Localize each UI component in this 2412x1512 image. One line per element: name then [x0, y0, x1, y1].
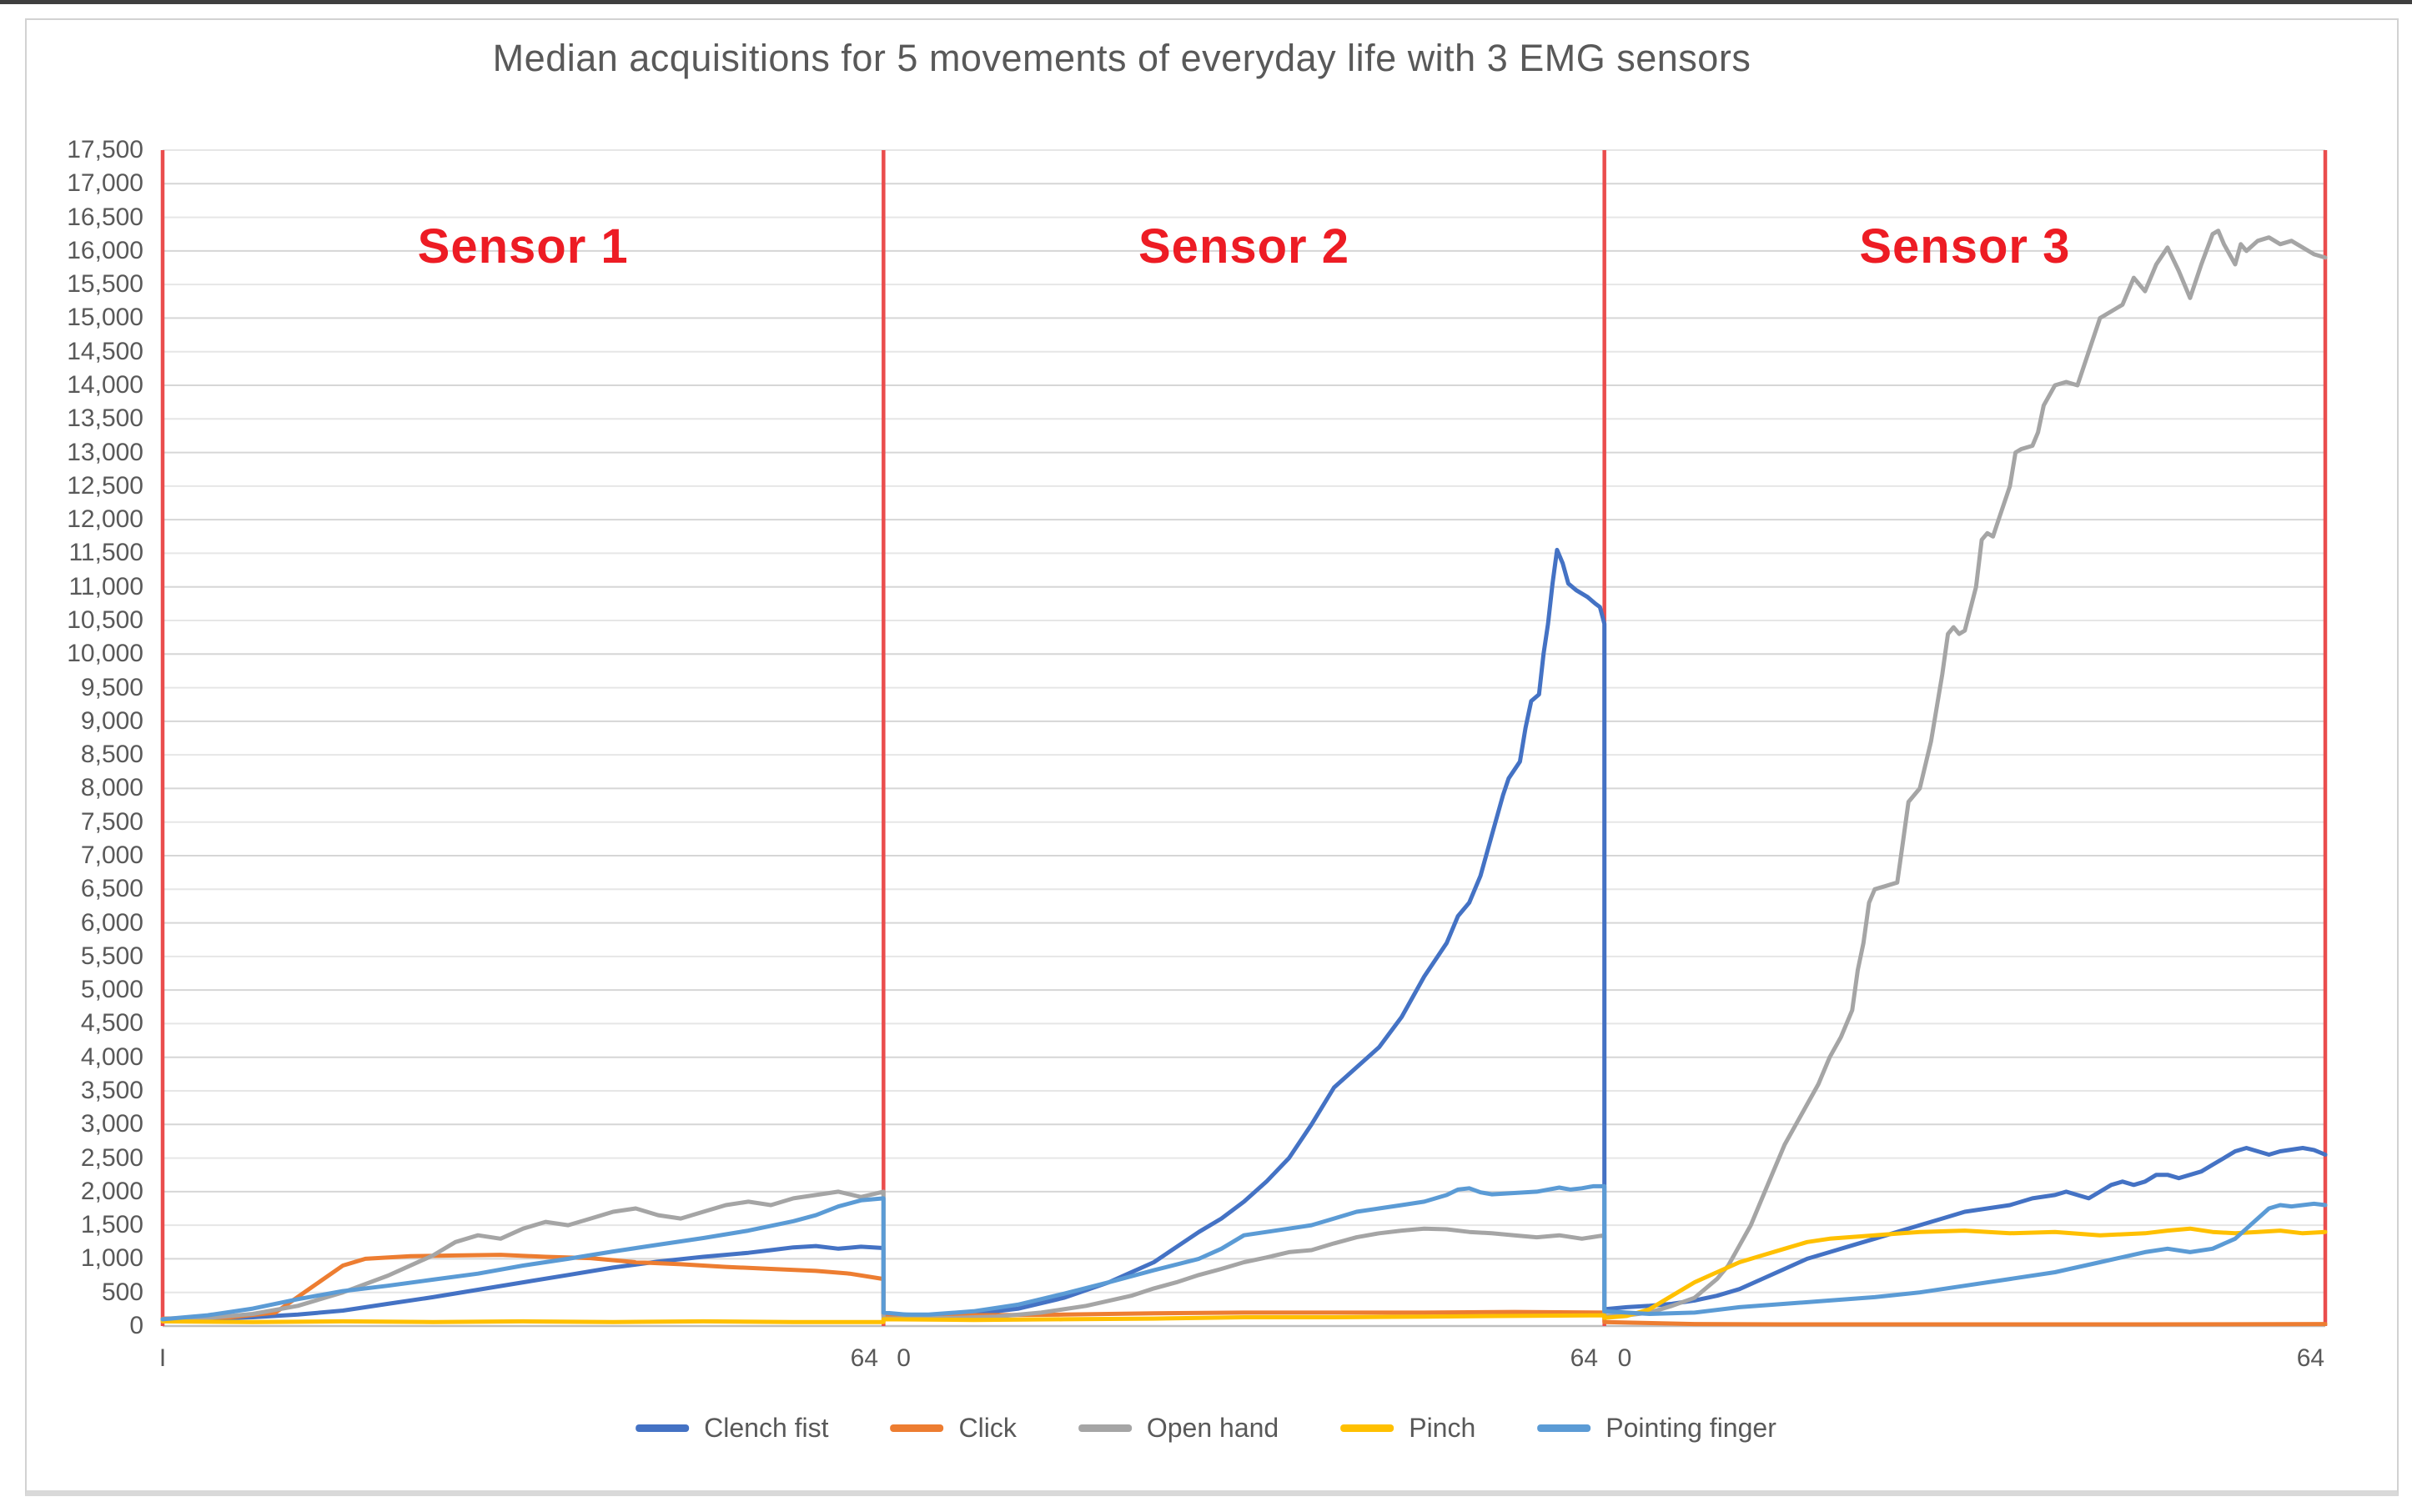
y-axis-tick-label: 17,000 [67, 169, 143, 198]
y-axis-tick-label: 8,000 [80, 774, 143, 802]
legend-item-click: Click [890, 1413, 1017, 1444]
x-axis-tick-label: 64 [2296, 1344, 2325, 1372]
y-axis-tick-label: 9,000 [80, 706, 143, 735]
legend-label: Pinch [1409, 1413, 1476, 1443]
y-axis-tick-label: 4,000 [80, 1042, 143, 1071]
y-axis-tick-label: 16,000 [67, 236, 143, 264]
y-axis-tick-label: 17,500 [67, 136, 143, 163]
y-axis-tick-label: 16,500 [67, 203, 143, 231]
legend-swatch-pointing-finger [1537, 1424, 1591, 1432]
y-axis-tick-label: 6,500 [80, 875, 143, 903]
y-axis-tick-label: 11,000 [68, 572, 143, 600]
y-axis-tick-label: 1,500 [80, 1211, 143, 1239]
y-axis-tick-label: 13,000 [67, 438, 143, 466]
y-axis-tick-label: 3,000 [80, 1110, 143, 1138]
series-line-clench-fist [160, 547, 2328, 1323]
y-axis-tick-label: 5,500 [80, 942, 143, 970]
y-axis-tick-label: 15,500 [67, 270, 143, 299]
y-axis-tick-label: 15,000 [67, 304, 143, 332]
x-axis-tick-label: 0 [1617, 1344, 1632, 1372]
series-line-pointing-finger [160, 1183, 2328, 1322]
sensor-2-annotation: Sensor 2 [1138, 219, 1349, 274]
series-line-open-hand [160, 229, 2328, 1322]
y-axis-tick-label: 3,500 [80, 1077, 143, 1104]
legend-swatch-open-hand [1078, 1424, 1132, 1432]
legend-item-clench-fist: Clench fist [636, 1413, 829, 1444]
x-axis-tick-label: 64 [850, 1344, 879, 1372]
y-axis-tick-label: 500 [101, 1278, 143, 1306]
sensor-3-annotation: Sensor 3 [1859, 219, 2071, 274]
y-axis-tick-label: 7,000 [80, 841, 143, 869]
y-axis-tick-label: 2,000 [80, 1177, 143, 1205]
y-axis-tick-label: 12,500 [67, 471, 143, 500]
y-axis-tick-label: 2,500 [80, 1143, 143, 1172]
legend-swatch-click [890, 1424, 944, 1432]
legend-item-open-hand: Open hand [1078, 1413, 1279, 1444]
chart-title: Median acquisitions for 5 movements of e… [492, 37, 1751, 79]
screenshot-top-edge [0, 0, 2412, 4]
y-axis-tick-label: 12,000 [67, 505, 143, 534]
y-axis-tick-label: 9,500 [80, 673, 143, 701]
legend-label: Clench fist [704, 1413, 829, 1443]
chart-frame [25, 18, 2399, 1496]
legend-label: Open hand [1146, 1413, 1279, 1443]
legend-item-pointing-finger: Pointing finger [1537, 1413, 1776, 1444]
legend: Clench fist Click Open hand Pinch Pointing f… [636, 1413, 1776, 1444]
y-axis-tick-label: 10,500 [67, 606, 143, 634]
sensor-1-annotation: Sensor 1 [417, 219, 629, 274]
y-axis-tick-label: 4,500 [80, 1009, 143, 1037]
legend-item-pinch: Pinch [1340, 1413, 1475, 1444]
x-axis-tick-label: I [158, 1344, 167, 1372]
y-axis-tick-label: 7,500 [80, 807, 143, 836]
y-axis-tick-label: 6,000 [80, 908, 143, 937]
series-line-pinch [160, 1226, 2328, 1324]
legend-swatch-clench-fist [636, 1424, 690, 1432]
y-axis-tick-label: 0 [129, 1312, 143, 1339]
legend-label: Click [958, 1413, 1017, 1443]
y-axis-tick-label: 13,500 [67, 404, 143, 433]
y-axis-tick-label: 1,000 [80, 1244, 143, 1273]
legend-label: Pointing finger [1605, 1413, 1776, 1443]
x-axis-tick-label: 0 [897, 1344, 911, 1372]
y-axis-tick-label: 14,000 [67, 371, 143, 399]
y-axis-tick-label: 5,000 [80, 976, 143, 1004]
y-axis-tick-label: 11,500 [68, 539, 143, 567]
y-axis-tick-label: 10,000 [67, 640, 143, 668]
legend-swatch-pinch [1340, 1424, 1394, 1432]
x-axis-tick-label: 64 [1570, 1344, 1599, 1372]
y-axis-tick-label: 8,500 [80, 741, 143, 769]
y-axis-tick-label: 14,500 [67, 337, 143, 365]
